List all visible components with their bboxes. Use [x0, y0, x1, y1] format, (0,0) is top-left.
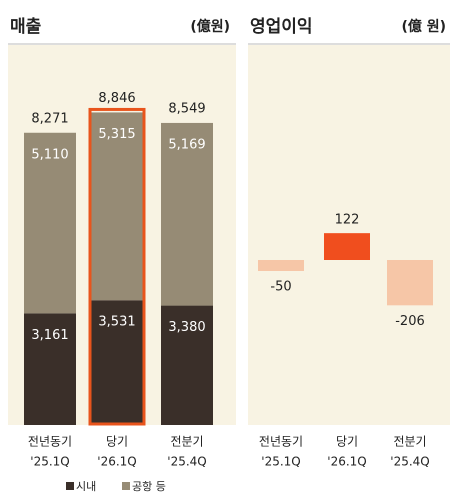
x-tick-period: '25.4Q	[167, 455, 206, 469]
bar-segment	[24, 313, 76, 425]
legend-swatch	[66, 482, 74, 490]
data-label: 5,110	[31, 147, 68, 162]
x-tick-label: 전분기	[170, 435, 203, 449]
total-label: 8,549	[168, 101, 205, 116]
x-tick-label: 전분기	[393, 435, 426, 449]
legend-label: 공항 등	[132, 480, 166, 493]
bar	[387, 260, 433, 306]
x-tick-period: '25.1Q	[261, 455, 300, 469]
data-label: 5,169	[168, 137, 205, 152]
legend-label: 시내	[76, 480, 96, 493]
data-label: 122	[335, 213, 360, 228]
data-label: -50	[270, 280, 291, 295]
bar-segment	[161, 305, 213, 425]
total-label: 8,271	[31, 111, 68, 126]
unit-label: (億 원)	[401, 18, 446, 35]
data-label: 3,161	[31, 328, 68, 343]
bar-segment	[91, 112, 143, 301]
bar-segment	[161, 122, 213, 306]
chart-title: 매출	[10, 17, 42, 37]
data-label: -206	[395, 314, 425, 329]
legend-swatch	[122, 482, 130, 490]
bar	[324, 233, 370, 260]
bar-segment	[24, 132, 76, 314]
bar-segment	[91, 300, 143, 425]
unit-label: (億원)	[190, 18, 230, 35]
highlight-box	[88, 107, 146, 426]
x-tick-label: 전년동기	[259, 435, 303, 449]
data-label: 5,315	[98, 127, 135, 142]
total-label: 8,846	[98, 91, 135, 106]
x-tick-period: '26.1Q	[97, 455, 136, 469]
x-tick-label: 전년동기	[28, 435, 72, 449]
data-label: 3,380	[168, 320, 205, 335]
data-label: 3,531	[98, 315, 135, 330]
x-tick-period: '25.4Q	[390, 455, 429, 469]
x-tick-label: 당기	[336, 435, 358, 449]
chart-title: 영업이익	[250, 17, 313, 37]
bar	[258, 260, 304, 271]
x-tick-period: '25.1Q	[30, 455, 69, 469]
x-tick-label: 당기	[106, 435, 128, 449]
x-tick-period: '26.1Q	[327, 455, 366, 469]
